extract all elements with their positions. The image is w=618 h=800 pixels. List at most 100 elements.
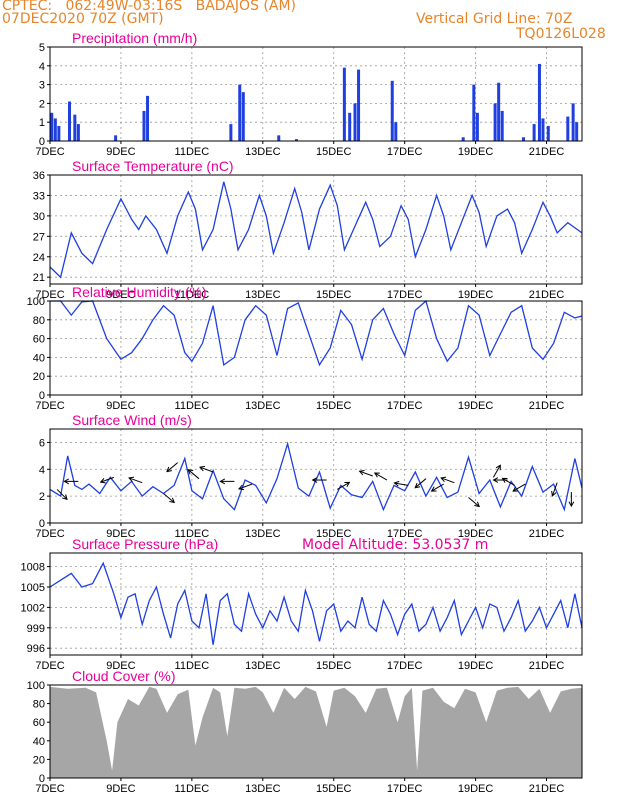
series-line	[49, 561, 583, 645]
precip-bar	[76, 124, 80, 141]
x-tick-label: 21DEC	[529, 783, 565, 795]
x-tick-label: 17DEC	[387, 146, 423, 158]
y-tick-label: 40	[33, 352, 45, 364]
precip-bar	[546, 125, 550, 141]
panel-frame	[49, 428, 583, 524]
x-tick-label: 17DEC	[387, 400, 423, 412]
y-tick-label: 2	[39, 98, 45, 110]
x-tick-label: 21DEC	[529, 146, 565, 158]
y-tick-label: 24	[33, 252, 45, 264]
x-tick-label: 13DEC	[245, 660, 281, 672]
x-tick-label: 19DEC	[458, 528, 494, 540]
wind-vector-head	[474, 501, 481, 508]
x-tick-label: 11DEC	[175, 400, 210, 412]
wind-vector	[394, 482, 409, 486]
panel-frame	[49, 46, 583, 142]
y-tick-label: 20	[33, 371, 45, 383]
precip-bar	[342, 67, 346, 141]
x-tick-label: 19DEC	[458, 289, 494, 301]
precip-bar	[57, 125, 61, 141]
precip-bar	[390, 80, 394, 141]
wind-vector-head	[393, 480, 400, 487]
wind-vector-head	[169, 497, 176, 504]
precip-bar	[493, 103, 497, 141]
precip-bar	[475, 112, 479, 141]
precip-bar	[142, 110, 146, 141]
model-code: TQ0126L028	[516, 26, 606, 42]
precip-bar	[497, 82, 501, 141]
x-tick-label: 21DEC	[529, 289, 565, 301]
x-tick-label: 13DEC	[245, 528, 281, 540]
wind-vector-head	[238, 484, 245, 491]
panel-frame	[49, 174, 583, 285]
y-tick-label: 3	[39, 80, 45, 92]
x-tick-label: 17DEC	[387, 783, 423, 795]
y-tick-label: 4	[39, 61, 45, 73]
precip-bar	[521, 137, 525, 141]
wind-vector-head	[373, 472, 380, 478]
y-tick-label: 0	[39, 390, 45, 402]
wind-vector	[359, 470, 373, 477]
precip-bar	[500, 110, 504, 141]
wind-vector-head	[501, 477, 508, 483]
panel-5	[47, 684, 583, 781]
x-tick-label: 21DEC	[529, 528, 565, 540]
wind-vector-head	[492, 477, 499, 483]
x-tick-label: 9DEC	[106, 289, 135, 301]
cloud-area	[50, 686, 582, 778]
wind-vector	[492, 464, 501, 478]
panel-3	[47, 428, 583, 526]
wind-vector	[337, 481, 350, 490]
wind-vector	[468, 497, 480, 507]
precip-bar	[238, 84, 242, 141]
wind-vector	[551, 482, 558, 497]
x-tick-label: 21DEC	[529, 660, 565, 672]
x-tick-label: 19DEC	[458, 783, 494, 795]
y-tick-label: 33	[33, 190, 45, 202]
x-tick-label: 11DEC	[175, 289, 210, 301]
x-tick-label: 13DEC	[245, 783, 281, 795]
wind-vector	[512, 483, 526, 492]
y-tick-label: 996	[27, 643, 45, 655]
wind-vector	[440, 477, 455, 484]
y-tick-label: 0	[39, 136, 45, 148]
panel-4	[47, 552, 583, 658]
precip-bar	[229, 124, 233, 141]
series-line	[49, 181, 583, 279]
precip-bar	[53, 118, 57, 141]
wind-vector-head	[63, 478, 70, 485]
x-tick-label: 9DEC	[106, 783, 135, 795]
panel-2	[47, 299, 583, 398]
x-tick-label: 7DEC	[35, 660, 64, 672]
wind-vector-head	[219, 478, 226, 485]
panel-frame	[49, 684, 583, 779]
precip-bar	[277, 135, 281, 141]
x-tick-label: 19DEC	[458, 400, 494, 412]
precip-bar	[348, 112, 352, 141]
wind-vector	[163, 493, 175, 503]
y-tick-label: 60	[33, 717, 45, 729]
precip-bar	[537, 63, 541, 141]
x-tick-label: 13DEC	[245, 146, 281, 158]
y-tick-label: 20	[33, 754, 45, 766]
panel-title: Cloud Cover (%)	[72, 668, 175, 684]
wind-vector-head	[551, 490, 557, 497]
y-tick-label: 5	[39, 42, 45, 54]
date-label: 07DEC2020 70Z (GMT)	[2, 11, 164, 27]
precip-bar	[73, 114, 77, 141]
y-tick-label: 4	[39, 464, 45, 476]
wind-vector	[100, 476, 115, 483]
wind-vector	[502, 477, 515, 486]
panel-0	[47, 46, 583, 144]
y-tick-label: 2	[39, 491, 45, 503]
x-tick-label: 15DEC	[316, 146, 352, 158]
wind-vector-head	[62, 494, 68, 501]
precip-bar	[532, 124, 536, 141]
precip-bar	[357, 69, 361, 141]
y-tick-label: 80	[33, 699, 45, 711]
wind-vector-head	[187, 469, 194, 475]
x-tick-label: 15DEC	[316, 783, 352, 795]
x-tick-label: 17DEC	[387, 660, 423, 672]
x-tick-label: 7DEC	[35, 528, 64, 540]
y-tick-label: 30	[33, 211, 45, 223]
